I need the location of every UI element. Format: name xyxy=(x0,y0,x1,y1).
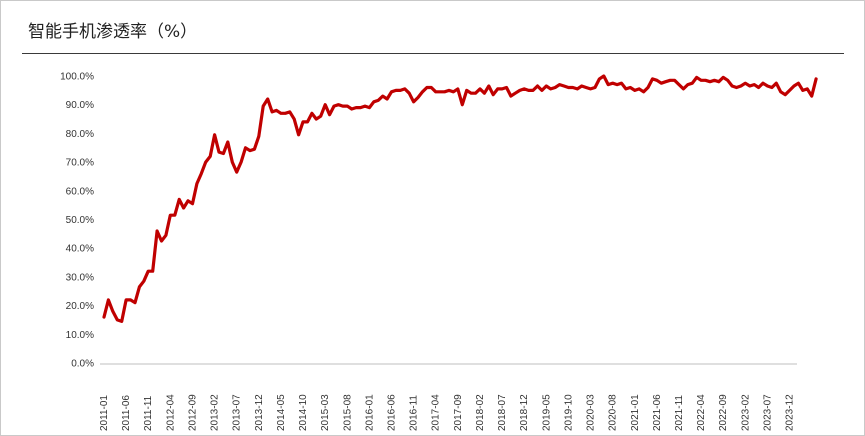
x-axis-ticks: 2011-01 2011-06 2011-11 2012-04 2012-09 2013-… xyxy=(99,394,796,431)
x-tick-label: 2016-01 xyxy=(364,394,375,431)
x-tick-label: 2022-09 xyxy=(718,394,729,431)
x-tick-label: 2017-04 xyxy=(431,394,442,431)
x-tick-label: 2011-06 xyxy=(121,395,132,431)
x-tick-label: 2016-11 xyxy=(409,395,420,431)
x-tick-label: 2020-08 xyxy=(608,394,619,431)
x-tick-label: 2023-12 xyxy=(785,394,796,431)
y-tick-label: 60.0% xyxy=(66,186,94,197)
y-axis-ticks: 0.0% 10.0% 20.0% 30.0% 40.0% 50.0% 60.0% 70.0% 8… xyxy=(60,72,94,370)
x-tick-label: 2023-07 xyxy=(762,394,773,431)
y-tick-label: 100.0% xyxy=(60,72,94,83)
x-tick-label: 2015-08 xyxy=(342,394,353,431)
x-tick-label: 2013-07 xyxy=(232,394,243,431)
x-tick-label: 2018-02 xyxy=(475,394,486,431)
x-tick-label: 2017-09 xyxy=(453,394,464,431)
x-tick-label: 2018-12 xyxy=(519,394,530,431)
x-tick-label: 2012-04 xyxy=(165,394,176,431)
x-tick-label: 2016-06 xyxy=(387,394,398,431)
x-tick-label: 2023-02 xyxy=(740,394,751,431)
y-tick-label: 50.0% xyxy=(66,215,94,226)
x-tick-label: 2014-10 xyxy=(298,394,309,431)
x-tick-label: 2012-09 xyxy=(187,394,198,431)
x-tick-label: 2013-12 xyxy=(254,394,265,431)
x-tick-label: 2014-05 xyxy=(276,394,287,431)
y-tick-label: 20.0% xyxy=(66,301,94,312)
y-tick-label: 0.0% xyxy=(71,359,94,370)
y-tick-label: 90.0% xyxy=(66,100,94,111)
y-tick-label: 80.0% xyxy=(66,129,94,140)
chart-title: 智能手机渗透率（%） xyxy=(28,22,198,42)
x-tick-label: 2013-02 xyxy=(210,394,221,431)
y-tick-label: 70.0% xyxy=(66,158,94,169)
y-tick-label: 30.0% xyxy=(66,272,94,283)
title-divider xyxy=(22,53,844,54)
x-tick-label: 2021-01 xyxy=(630,394,641,431)
x-tick-label: 2021-11 xyxy=(674,395,685,431)
x-tick-label: 2020-03 xyxy=(586,394,597,431)
x-tick-label: 2021-06 xyxy=(652,394,663,431)
x-tick-label: 2019-10 xyxy=(563,394,574,431)
x-tick-label: 2011-11 xyxy=(143,395,154,431)
x-tick-label: 2015-03 xyxy=(320,394,331,431)
penetration-rate-line xyxy=(102,74,818,323)
x-tick-label: 2019-05 xyxy=(541,394,552,431)
y-tick-label: 10.0% xyxy=(66,330,94,341)
x-tick-label: 2018-07 xyxy=(497,394,508,431)
y-tick-label: 40.0% xyxy=(66,244,94,255)
x-tick-label: 2022-04 xyxy=(696,394,707,431)
x-tick-label: 2011-01 xyxy=(99,395,110,431)
